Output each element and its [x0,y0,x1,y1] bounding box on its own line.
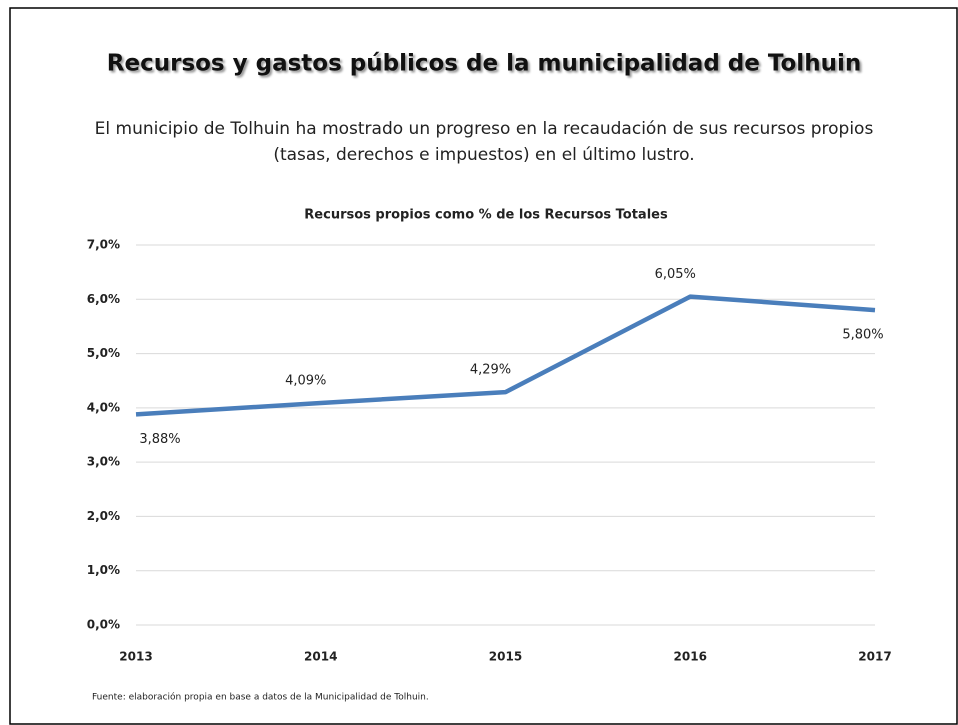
subtitle-line: El municipio de Tolhuin ha mostrado un p… [95,119,874,139]
y-tick-label: 3,0% [87,455,120,469]
x-tick-label: 2016 [674,650,707,664]
data-label: 6,05% [655,267,696,282]
slide-title: Recursos y gastos públicos de la municip… [107,51,861,77]
y-tick-label: 4,0% [87,400,120,414]
y-tick-label: 5,0% [87,346,120,360]
y-tick-label: 2,0% [87,509,120,523]
data-label: 3,88% [139,432,180,447]
x-tick-label: 2017 [858,650,891,664]
data-label: 5,80% [842,328,883,343]
x-tick-label: 2015 [489,650,522,664]
source-note: Fuente: elaboración propia en base a dat… [92,692,429,703]
subtitle-line: (tasas, derechos e impuestos) en el últi… [273,145,694,165]
data-line [135,294,876,417]
slide-border [9,7,958,725]
x-tick-label: 2013 [119,650,152,664]
data-label: 4,09% [285,373,326,388]
chart-title: Recursos propios como % de los Recursos … [304,208,668,223]
y-tick-label: 7,0% [87,238,120,252]
y-tick-label: 0,0% [87,618,120,632]
data-label: 4,29% [470,363,511,378]
y-tick-label: 1,0% [87,563,120,577]
x-tick-label: 2014 [304,650,337,664]
y-tick-label: 6,0% [87,292,120,306]
